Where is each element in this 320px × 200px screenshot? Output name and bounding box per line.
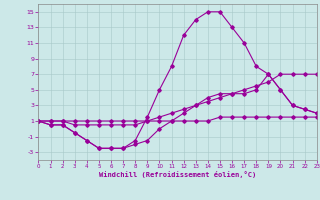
X-axis label: Windchill (Refroidissement éolien,°C): Windchill (Refroidissement éolien,°C): [99, 171, 256, 178]
